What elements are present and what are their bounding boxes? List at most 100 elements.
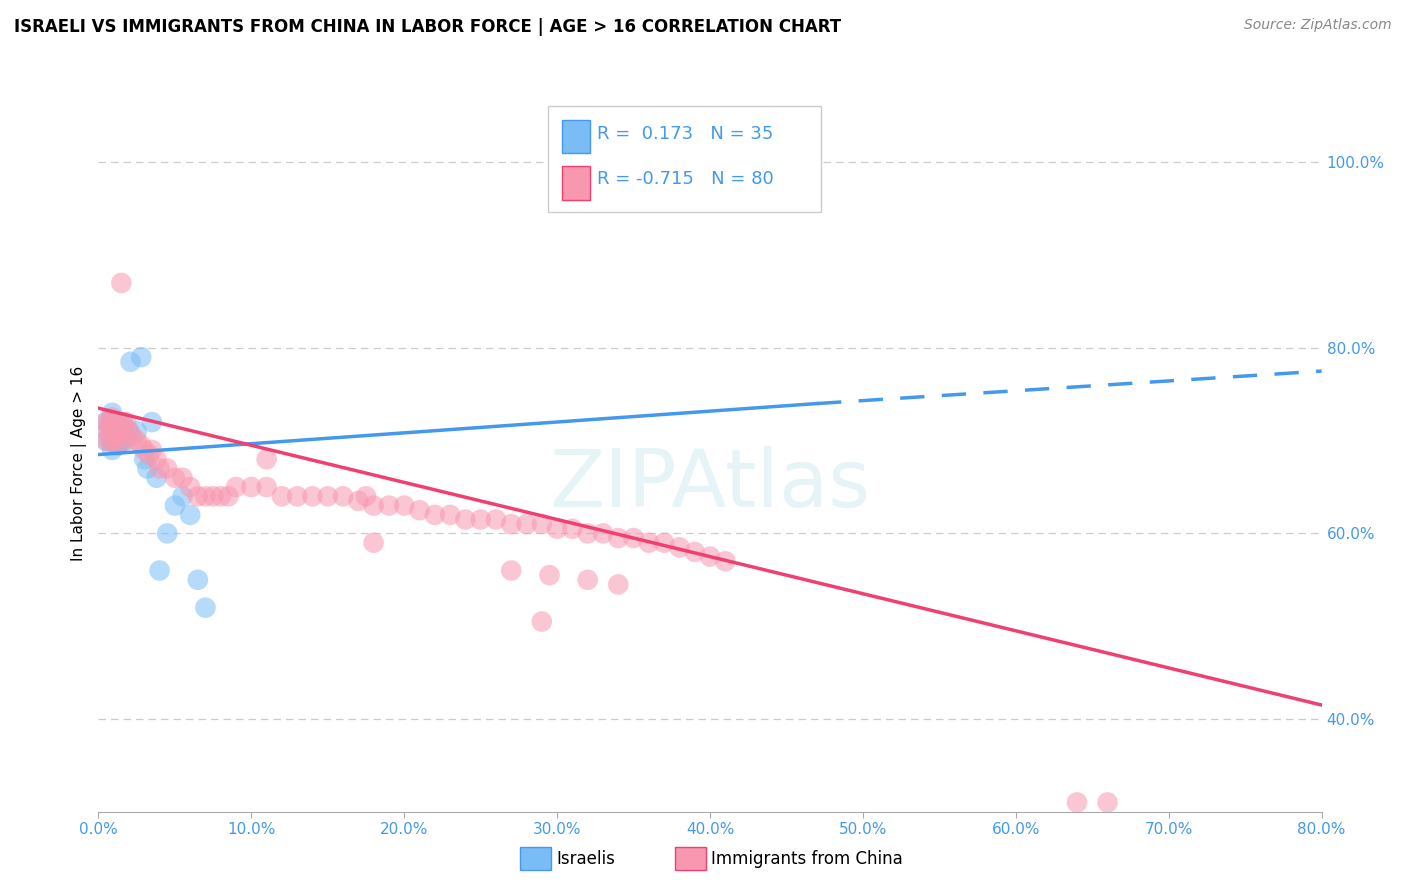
Point (103, 425, 125, 439)
Point (121, 429, 143, 443)
Point (105, 438, 128, 452)
Point (1097, 796, 1119, 810)
Point (256, 480, 278, 494)
Point (592, 526, 614, 541)
Point (576, 526, 599, 541)
Point (107, 434, 129, 448)
Point (194, 489, 217, 503)
Point (187, 489, 209, 503)
Point (103, 415, 125, 429)
Point (104, 429, 127, 443)
Point (156, 526, 179, 541)
Point (111, 425, 134, 439)
Point (301, 489, 323, 503)
Point (217, 489, 239, 503)
Point (163, 471, 186, 485)
Point (530, 517, 553, 532)
Point (107, 425, 129, 439)
Point (145, 471, 167, 485)
Point (94, 434, 117, 448)
Point (256, 452, 278, 467)
Point (439, 508, 461, 522)
Point (112, 419, 135, 434)
Point (129, 350, 152, 364)
Point (561, 522, 583, 536)
Point (145, 452, 167, 467)
Point (363, 535, 385, 549)
Point (107, 438, 129, 452)
Point (179, 508, 201, 522)
Point (108, 415, 131, 429)
Point (104, 419, 127, 434)
Point (129, 438, 152, 452)
Point (163, 499, 186, 513)
Point (1066, 796, 1088, 810)
Point (607, 531, 630, 545)
Text: ZIPAtlas: ZIPAtlas (550, 446, 870, 524)
Point (138, 448, 160, 462)
Point (111, 415, 134, 429)
Point (576, 573, 599, 587)
Point (141, 442, 163, 457)
Point (423, 508, 446, 522)
Point (115, 415, 138, 429)
Point (134, 442, 156, 457)
Point (103, 434, 125, 448)
Point (156, 461, 179, 475)
Point (149, 461, 172, 475)
Point (118, 425, 141, 439)
Point (240, 480, 263, 494)
Point (316, 489, 339, 503)
Point (97, 425, 120, 439)
Point (516, 517, 538, 532)
Point (134, 452, 156, 467)
Point (115, 434, 138, 448)
Point (101, 406, 124, 420)
Point (104, 429, 127, 443)
Point (136, 461, 159, 475)
Point (110, 425, 132, 439)
Text: ISRAELI VS IMMIGRANTS FROM CHINA IN LABOR FORCE | AGE > 16 CORRELATION CHART: ISRAELI VS IMMIGRANTS FROM CHINA IN LABO… (14, 18, 841, 36)
Text: R = -0.715   N = 80: R = -0.715 N = 80 (598, 170, 775, 188)
Y-axis label: In Labor Force | Age > 16: In Labor Force | Age > 16 (72, 367, 87, 561)
Point (103, 434, 125, 448)
Point (607, 577, 630, 591)
Point (354, 489, 377, 503)
Point (104, 415, 127, 429)
Point (105, 425, 128, 439)
Text: Israelis: Israelis (557, 850, 616, 868)
Point (120, 355, 142, 369)
Point (98, 415, 121, 429)
Point (332, 489, 354, 503)
Point (194, 600, 217, 615)
Point (652, 535, 675, 549)
Point (530, 615, 553, 629)
Text: Immigrants from China: Immigrants from China (711, 850, 903, 868)
Point (501, 564, 523, 578)
Point (285, 489, 308, 503)
Point (225, 480, 247, 494)
Point (110, 276, 132, 290)
Point (363, 499, 385, 513)
Point (100, 434, 122, 448)
Point (378, 499, 401, 513)
Point (172, 471, 194, 485)
Point (100, 419, 122, 434)
Point (408, 503, 430, 517)
Point (98, 425, 121, 439)
Point (270, 489, 292, 503)
Point (546, 522, 568, 536)
Point (101, 442, 124, 457)
Point (94, 434, 117, 448)
Point (101, 410, 124, 425)
Point (699, 549, 721, 564)
Point (623, 531, 645, 545)
Point (141, 415, 163, 429)
Point (637, 535, 661, 549)
Text: R =  0.173   N = 35: R = 0.173 N = 35 (598, 125, 773, 143)
Point (112, 434, 135, 448)
Point (668, 541, 690, 555)
Point (100, 415, 122, 429)
Point (94, 415, 117, 429)
Point (209, 489, 232, 503)
